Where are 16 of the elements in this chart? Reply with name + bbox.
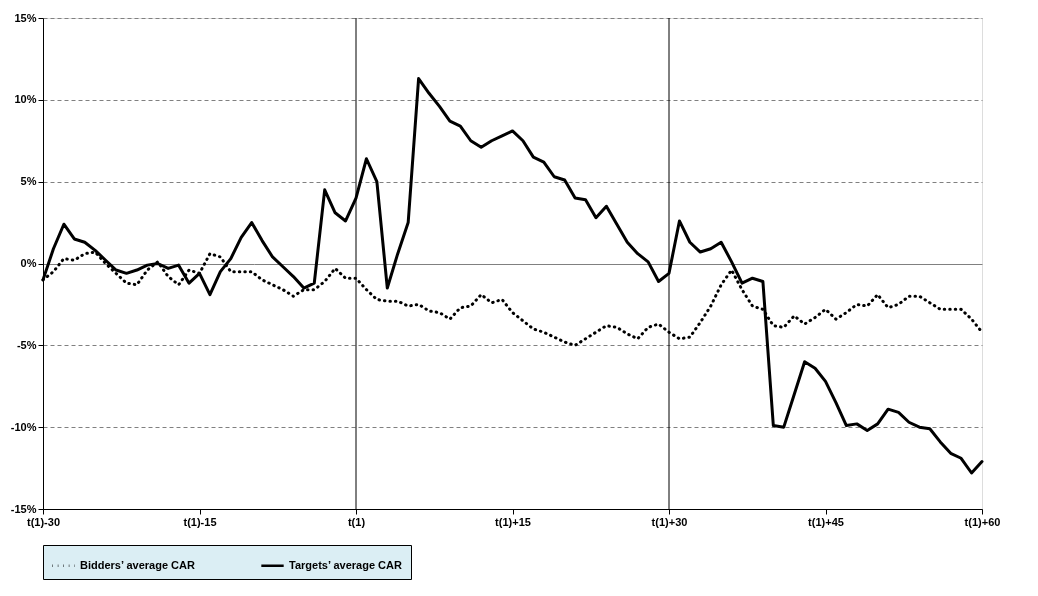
y-tick-label: 10% xyxy=(14,93,37,106)
y-tick-label: 15% xyxy=(14,11,37,24)
x-tick-label: t(1)+15 xyxy=(495,515,531,528)
x-tick-label: t(1) xyxy=(347,515,366,528)
y-tick-label: 0% xyxy=(20,257,37,269)
x-tick-label: t(1)-15 xyxy=(183,515,217,528)
legend-label: Targets’ average CAR xyxy=(289,558,402,571)
legend-label: Bidders’ average CAR xyxy=(80,558,195,571)
y-tick-label: 5% xyxy=(20,175,37,188)
x-tick-label: t(1)-30 xyxy=(26,515,61,528)
x-tick-label: t(1)+60 xyxy=(964,515,1001,528)
x-tick-label: t(1)+30 xyxy=(651,515,688,528)
y-tick-label: -15% xyxy=(10,502,37,515)
y-tick-label: -10% xyxy=(10,420,37,433)
y-tick-label: -5% xyxy=(16,338,37,351)
x-tick-label: t(1)+45 xyxy=(808,515,844,528)
